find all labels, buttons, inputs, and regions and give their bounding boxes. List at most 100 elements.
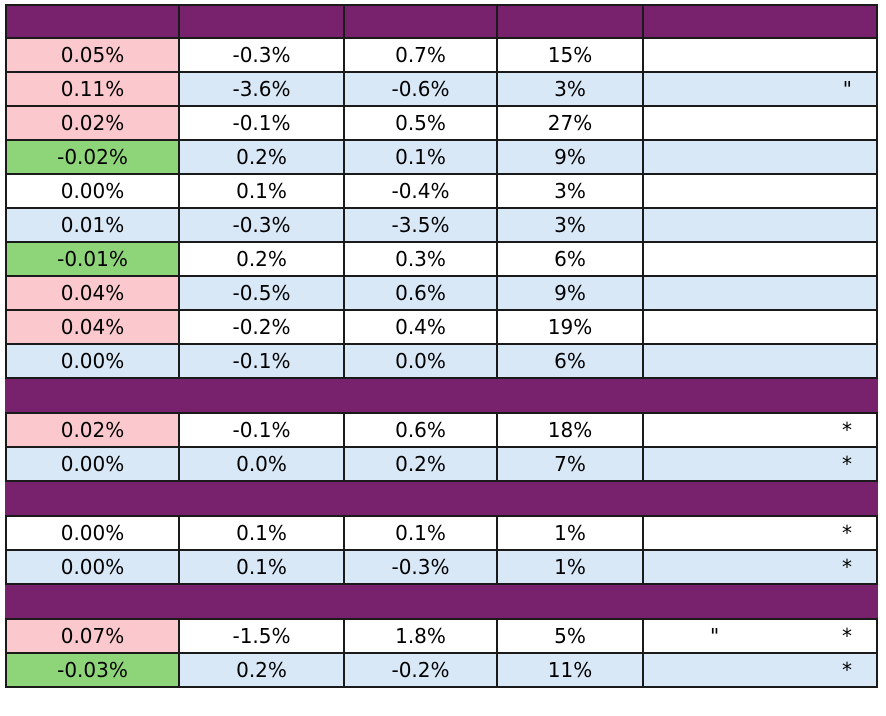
note-cell[interactable]: " bbox=[642, 71, 878, 107]
section-band-cell[interactable] bbox=[5, 377, 878, 414]
table-row: 0.01% -0.3% -3.5% 3% bbox=[5, 207, 878, 243]
note-cell[interactable] bbox=[642, 343, 878, 379]
note-cell[interactable]: * bbox=[642, 446, 878, 482]
weight-cell[interactable]: 18% bbox=[496, 412, 644, 448]
weight-cell[interactable]: 3% bbox=[496, 173, 644, 209]
header-cell[interactable] bbox=[496, 4, 644, 39]
delta-cell[interactable]: 0.2% bbox=[343, 446, 498, 482]
return-cell[interactable]: -1.5% bbox=[178, 618, 345, 654]
note-cell[interactable] bbox=[642, 241, 878, 277]
return-cell[interactable]: 0.1% bbox=[178, 173, 345, 209]
note-cell[interactable]: * bbox=[642, 515, 878, 551]
change-cell[interactable]: 0.02% bbox=[5, 105, 180, 141]
return-cell[interactable]: 0.2% bbox=[178, 139, 345, 175]
return-cell[interactable]: 0.1% bbox=[178, 549, 345, 585]
change-cell[interactable]: 0.04% bbox=[5, 309, 180, 345]
section-band-cell[interactable] bbox=[5, 480, 878, 517]
weight-cell[interactable]: 19% bbox=[496, 309, 644, 345]
header-cell[interactable] bbox=[5, 4, 180, 39]
header-cell[interactable] bbox=[642, 4, 878, 39]
weight-cell[interactable]: 3% bbox=[496, 207, 644, 243]
table-row: 0.04% -0.2% 0.4% 19% bbox=[5, 309, 878, 345]
change-cell[interactable]: 0.07% bbox=[5, 618, 180, 654]
weight-cell[interactable]: 1% bbox=[496, 515, 644, 551]
table-row: 0.00% 0.0% 0.2% 7% * bbox=[5, 446, 878, 482]
note-cell[interactable] bbox=[642, 37, 878, 73]
delta-cell[interactable]: -0.6% bbox=[343, 71, 498, 107]
table-row: 0.04% -0.5% 0.6% 9% bbox=[5, 275, 878, 311]
change-cell[interactable]: 0.05% bbox=[5, 37, 180, 73]
return-cell[interactable]: 0.0% bbox=[178, 446, 345, 482]
delta-cell[interactable]: 0.0% bbox=[343, 343, 498, 379]
delta-cell[interactable]: 0.6% bbox=[343, 275, 498, 311]
change-cell[interactable]: 0.00% bbox=[5, 549, 180, 585]
delta-cell[interactable]: 0.6% bbox=[343, 412, 498, 448]
note-cell[interactable] bbox=[642, 275, 878, 311]
change-cell[interactable]: -0.03% bbox=[5, 652, 180, 688]
section-band-row bbox=[5, 377, 878, 414]
weight-cell[interactable]: 6% bbox=[496, 241, 644, 277]
return-cell[interactable]: -0.1% bbox=[178, 412, 345, 448]
return-cell[interactable]: -3.6% bbox=[178, 71, 345, 107]
note-cell[interactable]: * bbox=[642, 549, 878, 585]
header-cell[interactable] bbox=[343, 4, 498, 39]
delta-cell[interactable]: -3.5% bbox=[343, 207, 498, 243]
table-body: 0.05% -0.3% 0.7% 15% 0.11% -3.6% -0.6% 3% " 0.02%… bbox=[5, 4, 878, 688]
note-cell[interactable]: * bbox=[642, 412, 878, 448]
change-cell[interactable]: 0.00% bbox=[5, 515, 180, 551]
note-cell[interactable]: * bbox=[642, 652, 878, 688]
delta-cell[interactable]: 0.4% bbox=[343, 309, 498, 345]
weight-cell[interactable]: 6% bbox=[496, 343, 644, 379]
change-cell[interactable]: 0.01% bbox=[5, 207, 180, 243]
delta-cell[interactable]: 1.8% bbox=[343, 618, 498, 654]
weight-cell[interactable]: 5% bbox=[496, 618, 644, 654]
table-row: 0.00% 0.1% -0.3% 1% * bbox=[5, 549, 878, 585]
return-cell[interactable]: -0.3% bbox=[178, 207, 345, 243]
table-row: 0.11% -3.6% -0.6% 3% " bbox=[5, 71, 878, 107]
return-cell[interactable]: -0.3% bbox=[178, 37, 345, 73]
change-cell[interactable]: 0.11% bbox=[5, 71, 180, 107]
change-cell[interactable]: -0.01% bbox=[5, 241, 180, 277]
weight-cell[interactable]: 11% bbox=[496, 652, 644, 688]
note-mark: " bbox=[842, 77, 852, 101]
change-cell[interactable]: 0.00% bbox=[5, 173, 180, 209]
return-cell[interactable]: -0.1% bbox=[178, 105, 345, 141]
delta-cell[interactable]: -0.3% bbox=[343, 549, 498, 585]
delta-cell[interactable]: 0.1% bbox=[343, 515, 498, 551]
delta-cell[interactable]: 0.7% bbox=[343, 37, 498, 73]
weight-cell[interactable]: 3% bbox=[496, 71, 644, 107]
return-cell[interactable]: -0.5% bbox=[178, 275, 345, 311]
weight-cell[interactable]: 9% bbox=[496, 139, 644, 175]
return-cell[interactable]: 0.2% bbox=[178, 241, 345, 277]
delta-cell[interactable]: 0.1% bbox=[343, 139, 498, 175]
delta-cell[interactable]: -0.2% bbox=[343, 652, 498, 688]
delta-cell[interactable]: -0.4% bbox=[343, 173, 498, 209]
delta-cell[interactable]: 0.5% bbox=[343, 105, 498, 141]
note-cell[interactable] bbox=[642, 105, 878, 141]
spreadsheet-table: 0.05% -0.3% 0.7% 15% 0.11% -3.6% -0.6% 3% " 0.02%… bbox=[5, 4, 878, 688]
note-cell[interactable]: " * bbox=[642, 618, 878, 654]
table-row: 0.02% -0.1% 0.6% 18% * bbox=[5, 412, 878, 448]
note-cell[interactable] bbox=[642, 173, 878, 209]
section-band-cell[interactable] bbox=[5, 583, 878, 620]
note-cell[interactable] bbox=[642, 139, 878, 175]
return-cell[interactable]: -0.2% bbox=[178, 309, 345, 345]
change-cell[interactable]: 0.02% bbox=[5, 412, 180, 448]
change-cell[interactable]: 0.00% bbox=[5, 446, 180, 482]
weight-cell[interactable]: 27% bbox=[496, 105, 644, 141]
note-cell[interactable] bbox=[642, 207, 878, 243]
change-cell[interactable]: -0.02% bbox=[5, 139, 180, 175]
weight-cell[interactable]: 15% bbox=[496, 37, 644, 73]
change-cell[interactable]: 0.04% bbox=[5, 275, 180, 311]
weight-cell[interactable]: 9% bbox=[496, 275, 644, 311]
weight-cell[interactable]: 1% bbox=[496, 549, 644, 585]
change-cell[interactable]: 0.00% bbox=[5, 343, 180, 379]
return-cell[interactable]: -0.1% bbox=[178, 343, 345, 379]
note-cell[interactable] bbox=[642, 309, 878, 345]
header-cell[interactable] bbox=[178, 4, 345, 39]
delta-cell[interactable]: 0.3% bbox=[343, 241, 498, 277]
header-row bbox=[5, 4, 878, 39]
return-cell[interactable]: 0.2% bbox=[178, 652, 345, 688]
return-cell[interactable]: 0.1% bbox=[178, 515, 345, 551]
weight-cell[interactable]: 7% bbox=[496, 446, 644, 482]
